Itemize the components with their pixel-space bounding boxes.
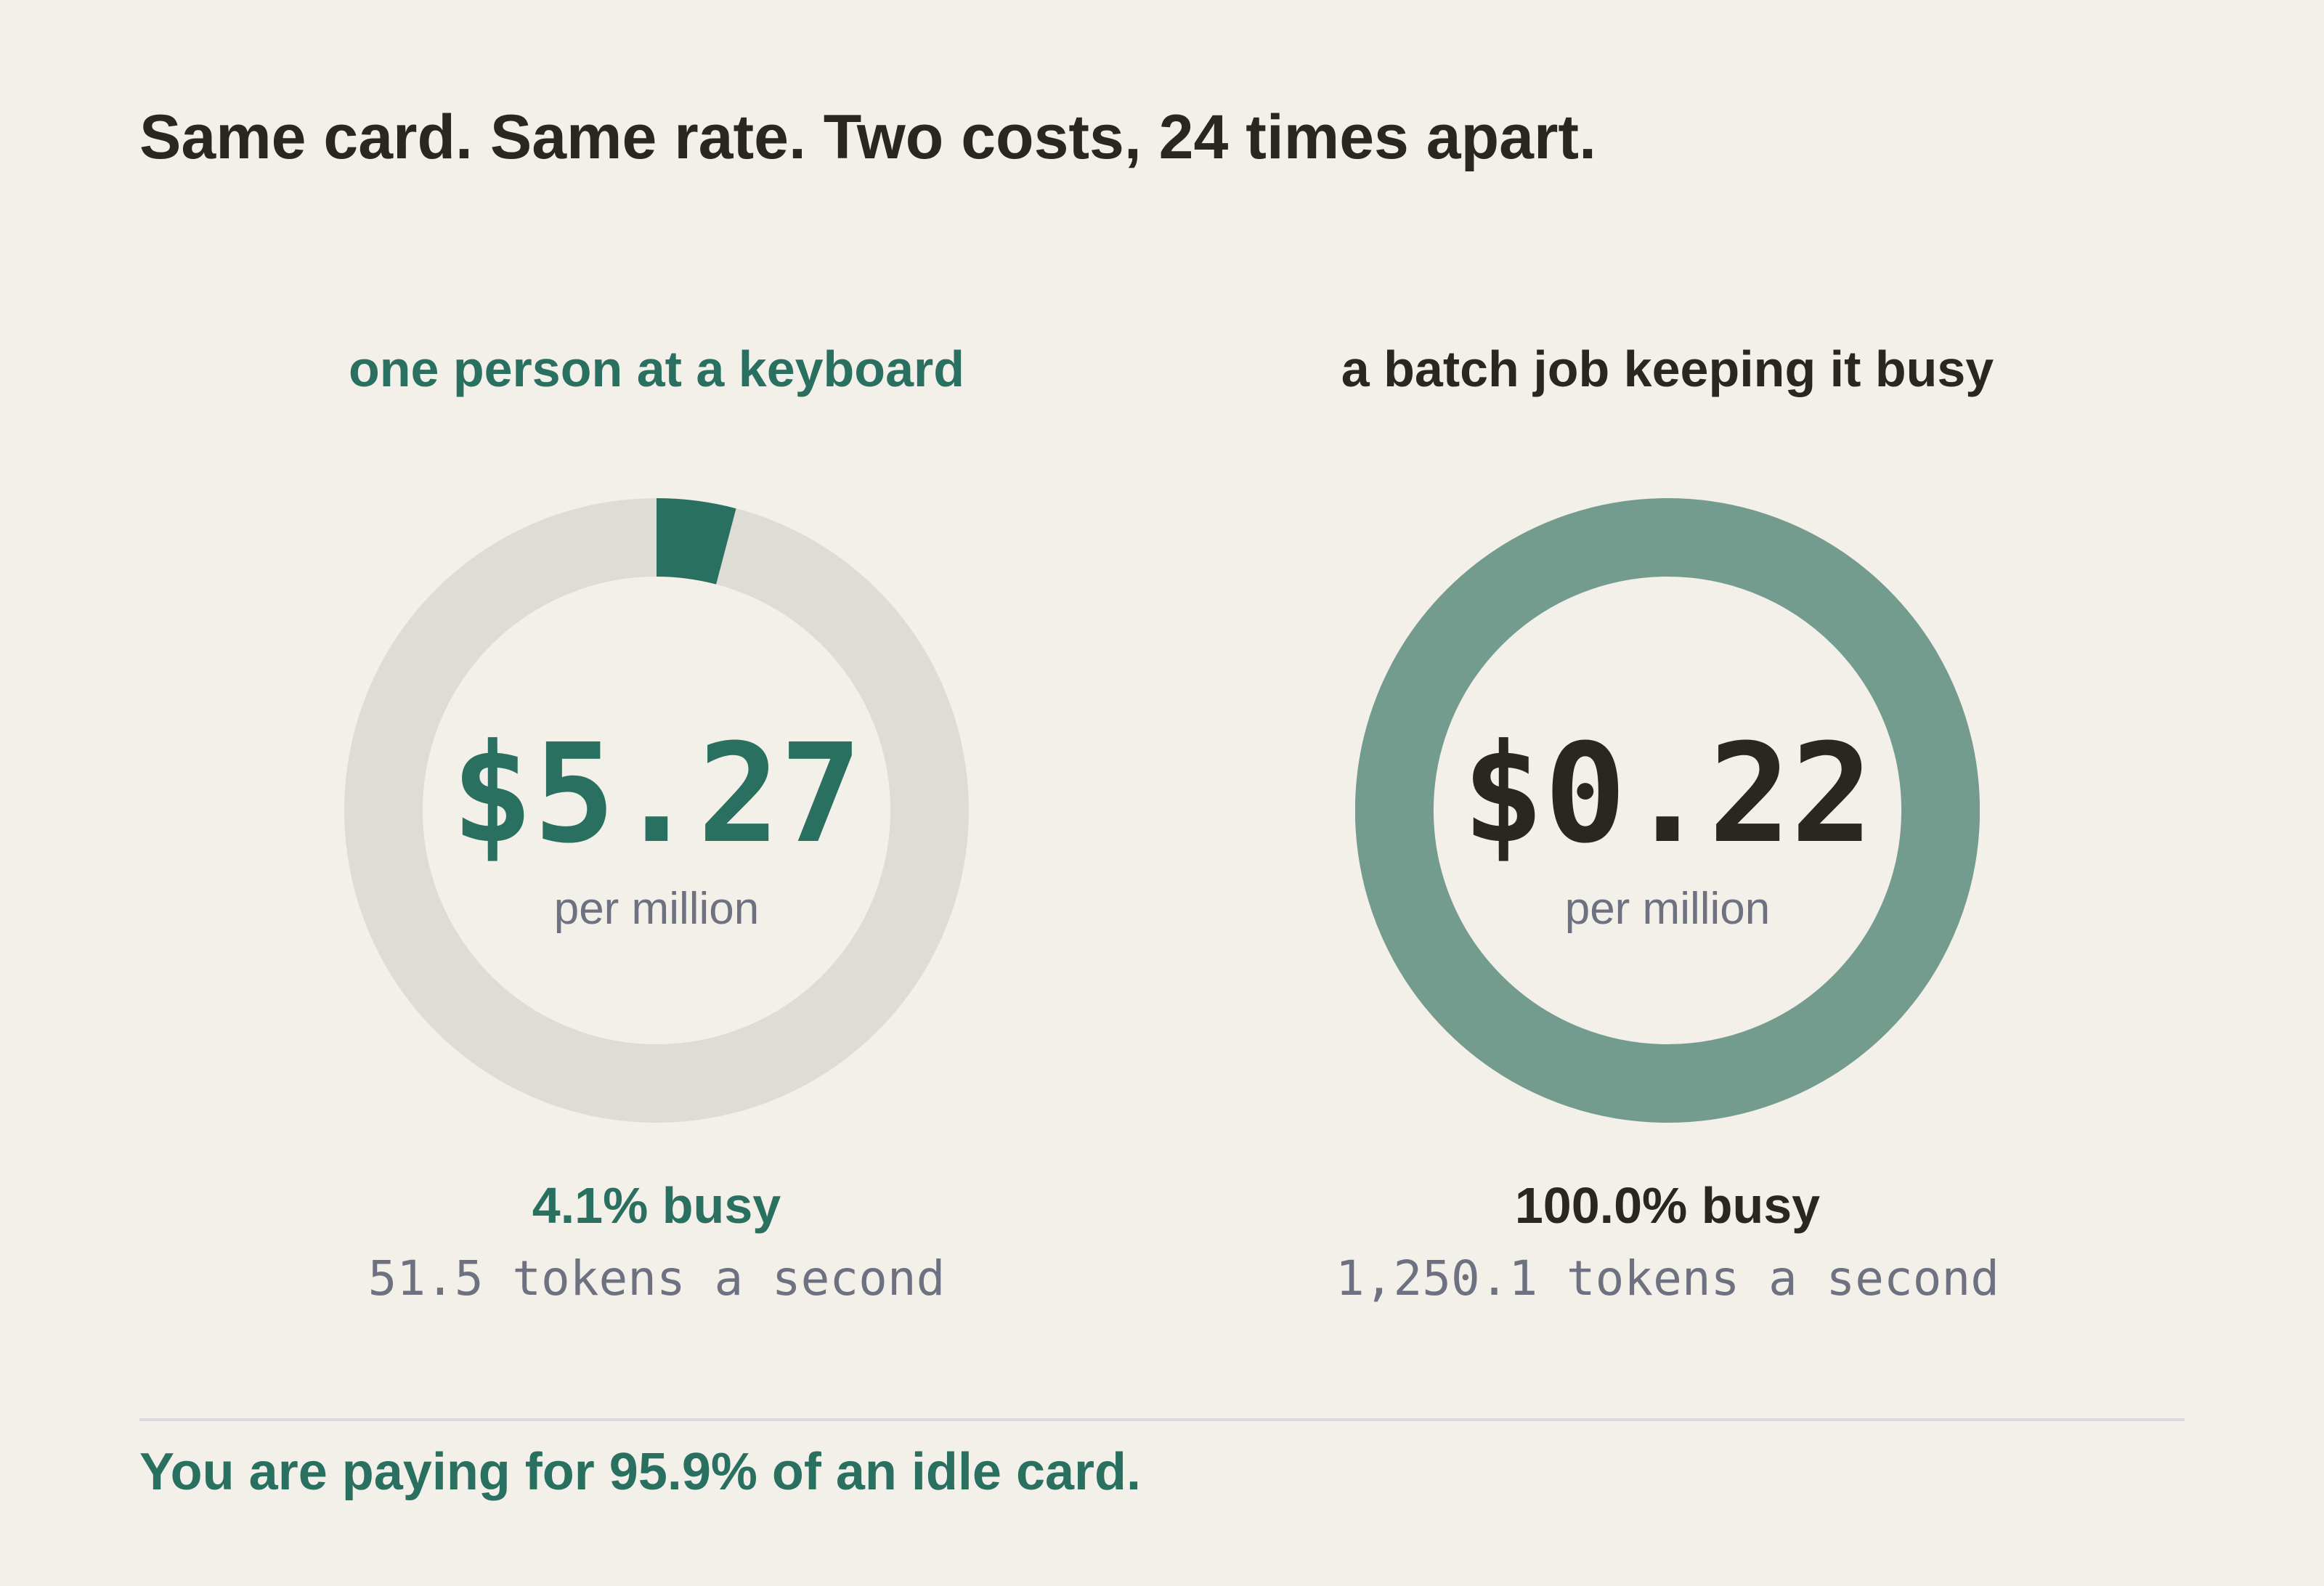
center-price: $0.22 [1462, 715, 1873, 874]
donut-busy-segment [1355, 498, 1980, 1123]
donut-svg [344, 498, 969, 1123]
donut-title: one person at a keyboard [348, 341, 965, 397]
busy-percentage: 100.0% busy [1514, 1177, 1821, 1234]
center-unit: per million [553, 884, 760, 934]
donut-chart [1355, 498, 1980, 1123]
chart-headline: Same card. Same rate. Two costs, 24 time… [139, 102, 1596, 172]
donut-chart [344, 498, 969, 1123]
busy-percentage: 4.1% busy [532, 1177, 781, 1234]
donut-svg [1355, 498, 1980, 1123]
token-rate: 51.5 tokens a second [367, 1250, 946, 1306]
token-rate: 1,250.1 tokens a second [1336, 1250, 1999, 1306]
center-unit: per million [1564, 884, 1771, 934]
footer-summary: You are paying for 95.9% of an idle card… [139, 1443, 1142, 1501]
donut-title: a batch job keeping it busy [1341, 341, 1994, 397]
center-price: $5.27 [451, 715, 862, 874]
donut-panel-batch: a batch job keeping it busy $0.22 per mi… [1195, 0, 2140, 1380]
donut-panel-interactive: one person at a keyboard $5.27 per milli… [184, 0, 1129, 1380]
donut-busy-segment [655, 498, 736, 585]
footer-divider [139, 1418, 2185, 1421]
